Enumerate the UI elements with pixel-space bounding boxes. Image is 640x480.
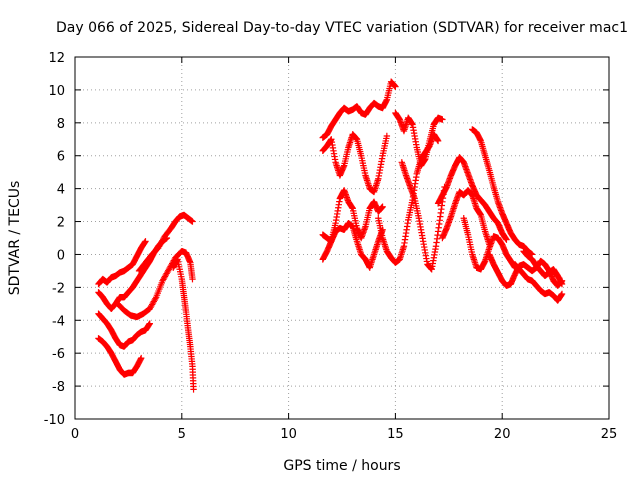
data-point bbox=[558, 290, 566, 298]
y-tick-label: 2 bbox=[57, 216, 65, 231]
data-point bbox=[503, 236, 510, 243]
series-arc-11 bbox=[319, 219, 386, 271]
series-arc-5 bbox=[114, 247, 196, 321]
y-tick-label: -6 bbox=[52, 347, 65, 362]
series-arc-13 bbox=[392, 109, 446, 169]
chart-title: Day 066 of 2025, Sidereal Day-to-day VTE… bbox=[56, 20, 628, 36]
data-points bbox=[95, 78, 566, 393]
series-arc-21 bbox=[520, 247, 566, 288]
y-tick-label: 6 bbox=[57, 150, 65, 165]
y-tick-label: -2 bbox=[52, 281, 65, 296]
data-point bbox=[189, 275, 196, 283]
x-tick-label: 10 bbox=[280, 427, 297, 442]
series-arc-20 bbox=[511, 261, 566, 304]
series-arc-18 bbox=[469, 126, 536, 258]
data-point bbox=[439, 116, 446, 123]
y-tick-label: 0 bbox=[57, 248, 65, 263]
y-tick-label: 12 bbox=[48, 51, 65, 66]
series-arc-7 bbox=[170, 256, 197, 393]
y-tick-label: 10 bbox=[48, 84, 65, 99]
series-arc-8 bbox=[319, 78, 399, 141]
data-point bbox=[190, 386, 197, 393]
x-tick-label: 0 bbox=[71, 427, 79, 442]
y-axis-label: SDTVAR / TECUs bbox=[7, 181, 23, 296]
x-tick-label: 20 bbox=[494, 427, 511, 442]
data-point bbox=[434, 137, 442, 145]
data-point bbox=[142, 238, 149, 245]
series-arc-3 bbox=[95, 310, 153, 350]
series-arc-4 bbox=[95, 335, 145, 378]
data-point bbox=[138, 354, 145, 362]
series-arc-17 bbox=[460, 215, 519, 273]
series-arc-10 bbox=[319, 187, 386, 245]
y-tick-label: -4 bbox=[52, 314, 65, 329]
x-tick-label: 5 bbox=[178, 427, 186, 442]
series-arc-9 bbox=[319, 131, 391, 196]
data-point bbox=[392, 83, 399, 90]
data-point bbox=[558, 280, 566, 288]
data-point bbox=[146, 320, 153, 327]
axis-ticks: 0 5 10 15 20 25 -10 -8 -6 -4 -2 0 2 4 6 8 10 12 bbox=[44, 51, 618, 442]
series-arc-6 bbox=[135, 211, 196, 275]
series-arc-19 bbox=[486, 251, 566, 289]
data-point bbox=[379, 203, 386, 210]
plot-frame bbox=[74, 56, 610, 420]
data-point bbox=[383, 132, 391, 140]
data-point bbox=[189, 218, 196, 225]
y-tick-label: 4 bbox=[57, 183, 65, 198]
series-arc-1 bbox=[95, 238, 149, 288]
x-tick-label: 25 bbox=[601, 427, 618, 442]
gridlines bbox=[75, 57, 609, 419]
series-arc-14 bbox=[398, 159, 448, 273]
data-point bbox=[152, 295, 159, 302]
series-arc-15 bbox=[434, 154, 510, 243]
x-tick-label: 15 bbox=[387, 427, 404, 442]
x-axis-label: GPS time / hours bbox=[283, 458, 400, 474]
y-tick-label: -10 bbox=[44, 413, 65, 428]
y-tick-label: 8 bbox=[57, 117, 65, 132]
series-arc-16 bbox=[439, 187, 493, 248]
y-tick-label: -8 bbox=[52, 380, 65, 395]
